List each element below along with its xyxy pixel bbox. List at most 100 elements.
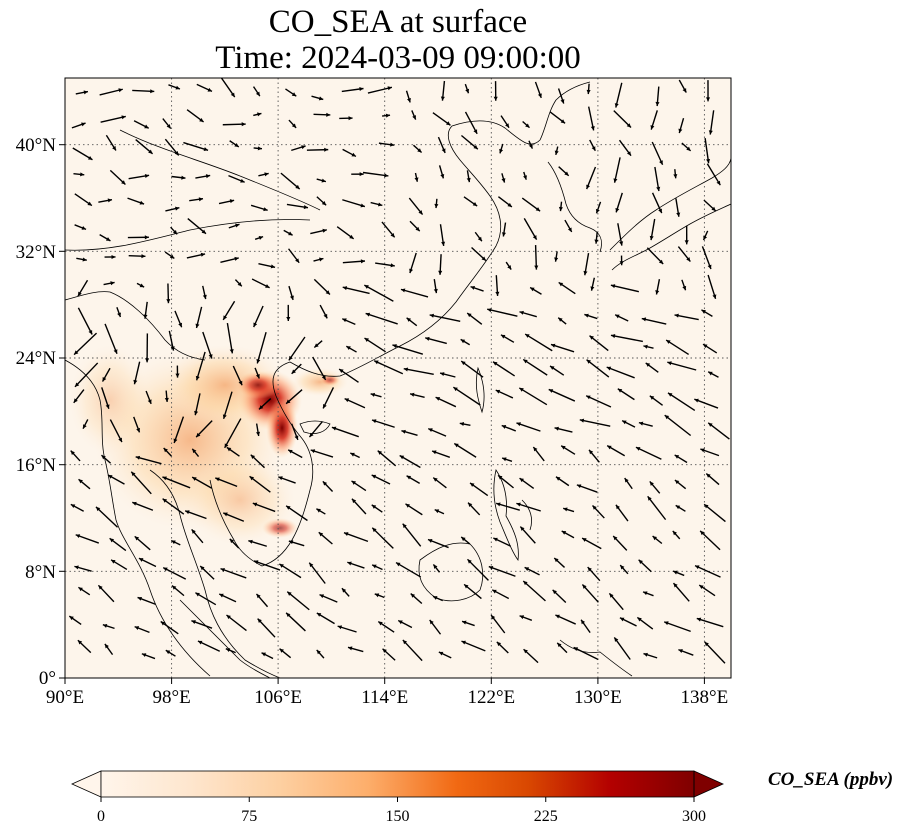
wind-arrow-shaft xyxy=(256,332,267,364)
wind-arrow-head xyxy=(294,435,299,440)
wind-arrow-head xyxy=(111,254,116,260)
wind-arrow-head xyxy=(256,359,261,364)
wind-arrow-head xyxy=(110,281,115,286)
wind-arrow-head xyxy=(620,565,625,570)
wind-arrow-head xyxy=(371,474,377,479)
wind-arrow-head xyxy=(415,226,420,232)
wind-arrow-head xyxy=(175,206,180,211)
wind-arrow-shaft xyxy=(550,343,575,353)
wind-arrow-shaft xyxy=(613,637,631,660)
wind-arrow-head xyxy=(537,93,542,98)
wind-arrow-head xyxy=(617,388,623,393)
wind-arrow-shaft xyxy=(492,361,516,377)
wind-arrow-shaft xyxy=(667,361,697,371)
wind-arrow-head xyxy=(440,173,445,179)
wind-arrow-shaft xyxy=(453,442,477,458)
lat-tick-label: 8°N xyxy=(25,562,56,583)
wind-arrow-head xyxy=(382,648,387,653)
wind-arrow-head xyxy=(339,369,344,374)
wind-arrow-shaft xyxy=(516,422,541,432)
wind-arrow-head xyxy=(615,207,620,213)
wind-arrow-head xyxy=(695,565,700,570)
wind-arrow-head xyxy=(166,299,171,304)
colorbar-gradient xyxy=(101,771,694,797)
wind-arrow-shaft xyxy=(429,314,461,322)
wind-arrow-head xyxy=(342,318,347,323)
wind-arrow-shaft xyxy=(613,157,621,183)
wind-arrow-head xyxy=(139,200,145,205)
wind-arrow-head xyxy=(203,147,209,152)
colorbar-tick-label: 225 xyxy=(534,808,558,825)
wind-arrow-head xyxy=(584,313,589,318)
wind-arrow-shaft xyxy=(226,322,234,354)
wind-arrow-head xyxy=(507,202,512,207)
wind-arrow-head xyxy=(390,263,395,268)
wind-arrow-head xyxy=(613,178,618,183)
wind-arrow-shaft xyxy=(579,419,611,427)
wind-arrow-head xyxy=(237,282,242,287)
colorbar-tick-label: 75 xyxy=(241,808,257,825)
wind-arrow-shaft xyxy=(464,111,478,135)
wind-arrow-shaft xyxy=(343,532,369,543)
wind-arrow-head xyxy=(576,484,582,489)
wind-arrow-head xyxy=(70,450,75,455)
wind-arrow-head xyxy=(347,561,352,566)
wind-arrow-shaft xyxy=(373,360,404,375)
wind-arrow-head xyxy=(606,366,612,371)
colorbar-under-extend xyxy=(71,770,102,798)
wind-arrow-shaft xyxy=(109,419,123,443)
wind-arrow-head xyxy=(195,592,200,597)
wind-arrow-shaft xyxy=(585,395,612,408)
wind-arrow-head xyxy=(349,234,354,239)
wind-arrow-head xyxy=(138,558,144,562)
wind-arrow-head xyxy=(150,89,155,94)
wind-arrow-head xyxy=(716,180,721,186)
map-frame xyxy=(64,77,732,679)
wind-arrow-shaft xyxy=(173,416,185,444)
wind-arrow-head xyxy=(523,580,528,586)
wind-arrow-head xyxy=(200,566,205,571)
wind-arrow-head xyxy=(208,354,213,359)
wind-arrow-head xyxy=(316,649,321,655)
wind-arrow-head xyxy=(701,309,706,314)
wind-arrow-head xyxy=(295,184,300,190)
wind-arrow-head xyxy=(222,414,227,419)
wind-arrow-head xyxy=(148,149,153,154)
wind-arrow-head xyxy=(166,124,171,129)
wind-arrow-head xyxy=(169,254,175,259)
wind-arrow-head xyxy=(121,180,126,185)
wind-arrow-head xyxy=(682,88,687,93)
wind-arrow-head xyxy=(501,178,506,183)
wind-arrow-head xyxy=(406,317,412,322)
wind-arrow-shaft xyxy=(704,641,726,664)
wind-arrow-shaft xyxy=(286,591,310,611)
wind-arrow-head xyxy=(659,160,663,165)
wind-arrow-head xyxy=(516,502,521,507)
wind-arrow-head xyxy=(223,315,228,320)
wind-arrow-shaft xyxy=(402,639,423,662)
wind-arrow-head xyxy=(434,203,439,209)
wind-arrow-head xyxy=(446,121,451,126)
wind-arrow-head xyxy=(667,392,673,397)
wind-arrow-head xyxy=(473,129,478,134)
wind-arrow-head xyxy=(470,285,476,290)
wind-arrow-head xyxy=(523,649,528,654)
wind-arrow-head xyxy=(319,594,325,599)
wind-arrow-head xyxy=(194,410,199,416)
wind-arrow-head xyxy=(81,225,87,230)
lat-tick-label: 16°N xyxy=(16,455,57,476)
wind-arrow-head xyxy=(417,148,422,153)
wind-arrow-head xyxy=(619,617,625,622)
wind-arrow-head xyxy=(82,257,87,262)
wind-arrow-head xyxy=(291,92,297,97)
wind-arrow-head xyxy=(256,593,261,599)
wind-arrow-head xyxy=(279,648,284,653)
wind-arrow-head xyxy=(712,294,717,299)
wind-arrow-head xyxy=(181,175,186,180)
wind-arrow-head xyxy=(98,585,103,590)
wind-arrow-head xyxy=(432,596,438,600)
wind-arrow-head xyxy=(406,475,412,480)
wind-arrow-head xyxy=(614,637,619,642)
wind-arrow-head xyxy=(144,124,149,129)
wind-arrow-shaft xyxy=(709,110,715,135)
